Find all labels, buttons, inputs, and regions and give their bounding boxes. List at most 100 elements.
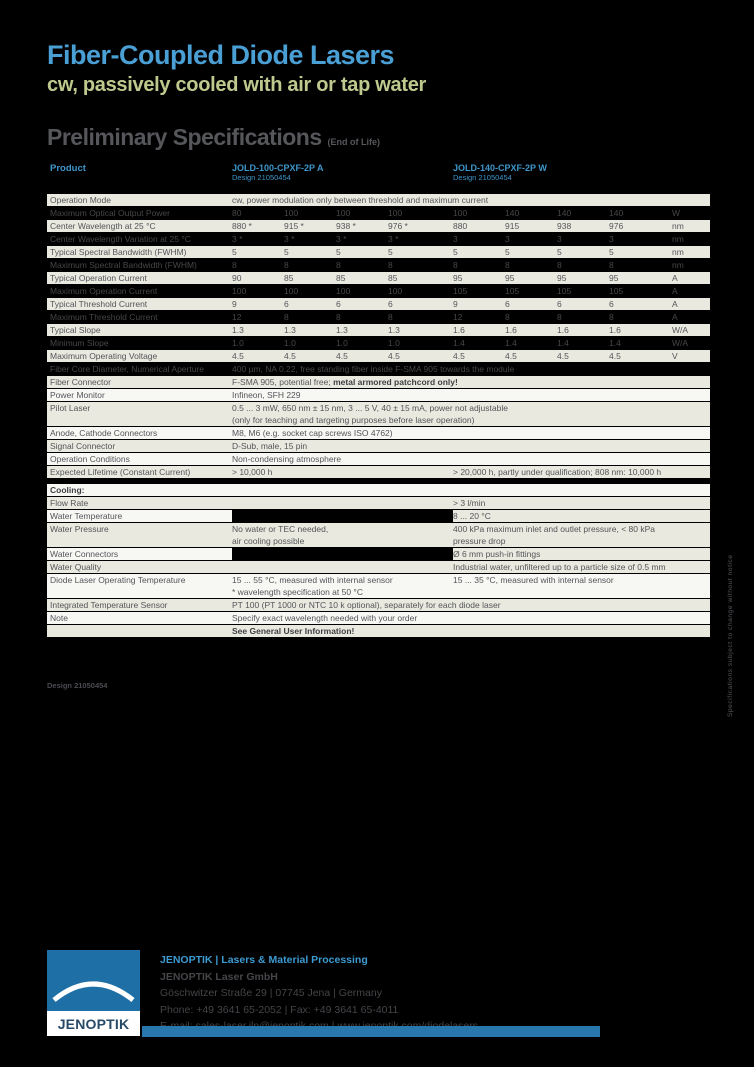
spec-span-value: F-SMA 905, potential free; metal armored… (232, 377, 458, 387)
spec-value-a: 5 (232, 247, 237, 257)
spec-table-rows: Operation Mode cw, power modulation only … (47, 194, 710, 638)
spec-value-a: 8 (232, 260, 237, 270)
spec-row-label: Typical Threshold Current (50, 299, 148, 309)
spec-value-a: 90 (232, 273, 242, 283)
spec-value-w: 4.5 (505, 351, 517, 361)
spec-value-a: 3 * (284, 234, 295, 244)
spec-value-a: 3 * (232, 234, 243, 244)
spec-cell-line: > 20,000 h, partly under qualification; … (453, 467, 662, 477)
spec-unit: W/A (672, 338, 689, 348)
spec-value-w: 1.4 (505, 338, 517, 348)
spec-value-a: 8 (284, 312, 289, 322)
spec-row: Typical Threshold Current 9 6 6 6 9 6 6 6 A (47, 298, 710, 310)
spec-value-a: 100 (336, 208, 351, 218)
spec-cell-line: air cooling possible (232, 536, 305, 546)
spec-row-label: Diode Laser Operating Temperature (50, 575, 186, 585)
spec-cell-line: 15 ... 55 °C, measured with internal sen… (232, 575, 393, 585)
spec-unit: W/A (672, 325, 689, 335)
jenoptik-logo: JENOPTIK (47, 950, 140, 1036)
spec-value-w: 95 (609, 273, 619, 283)
spec-value-w: 1.4 (453, 338, 465, 348)
spec-value-w: 3 (505, 234, 510, 244)
spec-value-a: 12 (232, 312, 242, 322)
spec-row: Maximum Optical Output Power 80 100 100 100 1… (47, 207, 710, 219)
spec-span-value: PT 100 (PT 1000 or NTC 10 k optional), s… (232, 600, 501, 610)
spec-row-label: Cooling: (50, 485, 85, 495)
spec-value-a: 100 (388, 286, 403, 296)
spec-span-value: D-Sub, male, 15 pin (232, 441, 308, 451)
spec-row: Typical Slope 1.3 1.3 1.3 1.3 1.6 1.6 1.6 1.6 W/A (47, 324, 710, 336)
spec-cell-line: 15 ... 35 °C, measured with internal sen… (453, 575, 614, 585)
spec-value-w: 95 (453, 273, 463, 283)
spec-value-w: 1.6 (557, 325, 569, 335)
spec-value-w: 4.5 (453, 351, 465, 361)
spec-unit: nm (672, 247, 684, 257)
spec-value-w: 1.4 (557, 338, 569, 348)
spec-text-mid: No water or TEC needed, air cooling possi… (232, 523, 328, 547)
spec-unit: V (672, 351, 678, 361)
spec-value-w: 5 (453, 247, 458, 257)
spec-cell-line: 8 ... 20 °C (453, 511, 491, 521)
spec-unit: A (672, 286, 678, 296)
footer-address-block: JENOPTIK | Lasers & Material Processing … (160, 952, 478, 1035)
spec-row: Water Connectors Ø 6 mm push-in fittings (47, 548, 710, 560)
footer-street-address: Göschwitzer Straße 29 | 07745 Jena | Ger… (160, 987, 382, 999)
spec-cell-line: Ø 6 mm push-in fittings (453, 549, 541, 559)
spec-row: Diode Laser Operating Temperature 15 ... … (47, 574, 710, 598)
spec-value-a: 4.5 (388, 351, 400, 361)
spec-value-a: 5 (336, 247, 341, 257)
spec-value-w: 880 (453, 221, 468, 231)
spec-row: Maximum Operating Voltage 4.5 4.5 4.5 4.5 4.5… (47, 350, 710, 362)
spec-value-w: 8 (557, 312, 562, 322)
spec-span-value: M8, M6 (e.g. socket cap screws ISO 4762) (232, 428, 393, 438)
spec-value-w: 100 (453, 208, 468, 218)
spec-value-w: 1.6 (609, 325, 621, 335)
spec-value-a: 1.3 (388, 325, 400, 335)
spec-row-label: Maximum Threshold Current (50, 312, 158, 322)
spec-value-a: 100 (336, 286, 351, 296)
spec-cell-line: 400 kPa maximum inlet and outlet pressur… (453, 524, 655, 534)
spec-row-label: Fiber Core Diameter, Numerical Aperture (50, 364, 205, 374)
spec-text-w: > 20,000 h, partly under qualification; … (453, 466, 661, 478)
spec-row: Center Wavelength Variation at 25 °C 3 * 3… (47, 233, 710, 245)
spec-value-w: 6 (505, 299, 510, 309)
column-header-model-a: JOLD-100-CPXF-2P A Design 21050454 (232, 163, 324, 182)
spec-value-a: 6 (336, 299, 341, 309)
section-heading-note: (End of Life) (327, 137, 381, 147)
logo-wordmark: JENOPTIK (47, 1011, 140, 1036)
spec-value-a: 1.0 (388, 338, 400, 348)
spec-value-w: 12 (453, 312, 463, 322)
spec-value-w: 8 (453, 260, 458, 270)
spec-row: Operation Mode cw, power modulation only … (47, 194, 710, 206)
spec-row-label: Maximum Operation Current (50, 286, 158, 296)
spec-row-label: Anode, Cathode Connectors (50, 428, 158, 438)
spec-value-a: 8 (388, 312, 393, 322)
spec-value-a: 100 (284, 286, 299, 296)
spec-value-w: 9 (453, 299, 458, 309)
spec-value-w: 4.5 (557, 351, 569, 361)
spec-cell-line: Industrial water, unfiltered up to a par… (453, 562, 666, 572)
vertical-side-note: Specifications subject to change without… (727, 554, 734, 717)
spec-text-w: 15 ... 35 °C, measured with internal sen… (453, 574, 614, 586)
spec-value-w: 1.6 (453, 325, 465, 335)
spec-value-w: 105 (453, 286, 468, 296)
spec-text-w: 8 ... 20 °C (453, 510, 710, 522)
design-number: Design 21050454 (47, 681, 108, 690)
spec-text-w: > 3 l/min (453, 497, 485, 509)
footer-division-line: JENOPTIK | Lasers & Material Processing (160, 954, 368, 966)
spec-value-w: 140 (609, 208, 624, 218)
spec-unit: nm (672, 260, 684, 270)
spec-value-w: 3 (557, 234, 562, 244)
spec-span-value: See General User Information! (232, 625, 354, 637)
spec-value-a: 80 (232, 208, 242, 218)
spec-value-a: 85 (336, 273, 346, 283)
spec-row: Anode, Cathode Connectors M8, M6 (e.g. so… (47, 427, 710, 439)
spec-value-w: 140 (505, 208, 520, 218)
spec-row: Signal Connector D-Sub, male, 15 pin (47, 440, 710, 452)
footer-company-name: JENOPTIK Laser GmbH (160, 970, 278, 983)
spec-row-label: Operation Conditions (50, 454, 130, 464)
spec-value-a: 4.5 (284, 351, 296, 361)
spec-value-a: 85 (284, 273, 294, 283)
spec-row-label: Integrated Temperature Sensor (50, 600, 168, 610)
spec-row: Integrated Temperature Sensor PT 100 (PT … (47, 599, 710, 611)
